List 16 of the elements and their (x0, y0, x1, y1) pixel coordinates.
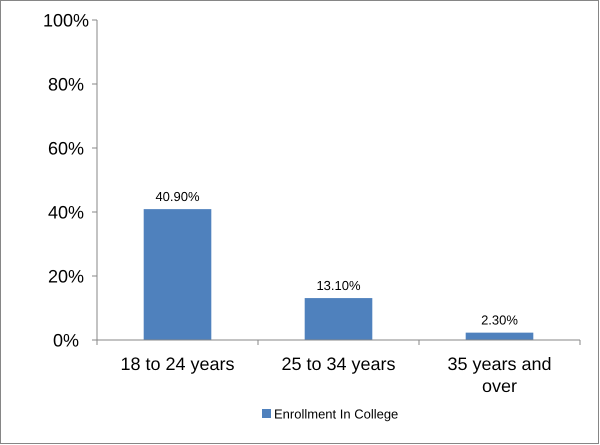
x-tick-label: 25 to 34 years (281, 354, 396, 374)
x-tick-label: 18 to 24 years (120, 354, 235, 374)
data-label: 13.10% (316, 278, 361, 294)
y-tick-label: 60% (48, 138, 84, 158)
bar (304, 298, 372, 340)
legend-label: Enrollment In College (274, 406, 398, 422)
y-tick-label: 20% (48, 266, 84, 286)
data-label: 2.30% (481, 312, 518, 328)
y-tick-label: 0% (52, 330, 80, 350)
y-tick-label: 80% (48, 74, 84, 94)
y-tick-label: 40% (48, 202, 84, 222)
bar (144, 209, 212, 340)
x-tick-label: 35 years and over (447, 354, 552, 396)
y-tick-label: 100% (42, 10, 90, 30)
bar (466, 332, 534, 340)
data-label: 40.90% (155, 189, 200, 204)
